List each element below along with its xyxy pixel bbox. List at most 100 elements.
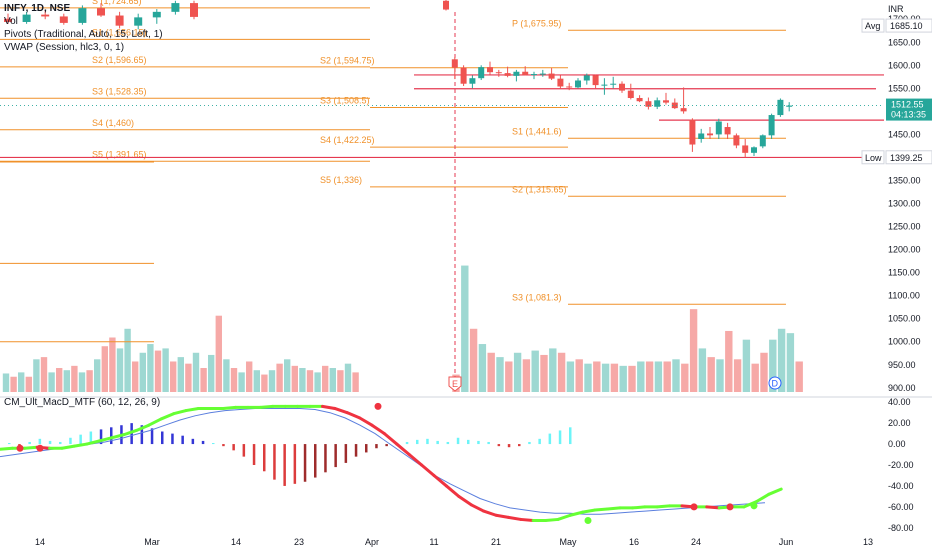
macd-histogram-bar (181, 435, 184, 445)
volume-bar (2, 373, 10, 392)
candle-body (768, 115, 775, 136)
candle-body (190, 3, 198, 17)
macd-line-segment (147, 417, 163, 427)
price-tick-label: 900.00 (888, 383, 916, 393)
candle-body (487, 67, 493, 73)
volume-bar (71, 365, 78, 392)
macd-title[interactable]: CM_Ult_MacD_MTF (60, 12, 26, 9) (4, 397, 161, 408)
current-price-badge (886, 98, 932, 121)
volume-bar (689, 309, 698, 392)
macd-histogram-bar (569, 427, 572, 445)
countdown-value: 04:13:35 (891, 110, 926, 120)
macd-cross-dot (36, 444, 44, 452)
candle-body (627, 90, 634, 98)
volume-bar (742, 339, 751, 392)
macd-histogram-bar (8, 443, 11, 445)
macd-histogram-bar (324, 444, 327, 473)
macd-line-segment (370, 423, 386, 436)
time-tick-label: 23 (294, 537, 304, 547)
volume-bar (786, 333, 795, 392)
candle-body (495, 72, 502, 74)
candle-body (786, 105, 793, 107)
volume-bar (487, 352, 495, 392)
macd-histogram-bar (426, 438, 429, 445)
candle-body (724, 127, 731, 135)
candle-body (654, 100, 661, 107)
volume-bar (329, 368, 336, 392)
candle-body (504, 73, 511, 76)
candle-body (478, 67, 485, 79)
macd-histogram-bar (314, 444, 317, 478)
macd-line-segment (134, 423, 151, 432)
candle-body (619, 83, 625, 91)
macd-histogram-bar (99, 429, 103, 445)
macd-line-segment (705, 505, 721, 510)
volume-bar (33, 359, 40, 392)
volume-bar (478, 344, 487, 392)
macd-histogram-bar (528, 441, 531, 445)
volume-bar (154, 350, 162, 392)
chart-legend: INFY, 1D, NSE Vol Pivots (Traditional, A… (4, 2, 163, 54)
horizontal-lines[interactable] (0, 12, 884, 378)
macd-line-segment (345, 411, 362, 420)
pivot-label: S3 (1,081.3) (512, 292, 562, 302)
time-tick-label: 11 (429, 537, 438, 547)
price-tick-label: 1100.00 (888, 291, 920, 301)
volume-bar (215, 315, 222, 392)
volume-bar (306, 370, 314, 392)
macd-histogram-bar (365, 444, 368, 453)
pivot-label: S1 (1,441.6) (512, 126, 562, 136)
price-tick-label: 1350.00 (888, 175, 921, 185)
volume-bar (610, 363, 619, 392)
candle-body (671, 102, 678, 109)
macd-tick-label: -20.00 (888, 460, 914, 470)
macd-line-segment (556, 513, 572, 521)
badge-label: Low (865, 153, 882, 163)
macd-tick-label: 0.00 (888, 439, 906, 449)
volume-bar (139, 352, 146, 392)
legend-symbol[interactable]: INFY, 1D, NSE (4, 3, 71, 14)
current-price-value: 1512.55 (891, 100, 924, 110)
macd-histogram-bar (497, 444, 501, 447)
volume-bar (268, 370, 276, 392)
volume-bar (101, 346, 108, 392)
macd-line-segment (72, 442, 89, 448)
macd-line-segment (754, 492, 771, 504)
earnings-marker: E (448, 376, 462, 392)
macd-histogram-bar (110, 427, 113, 445)
volume-bar (86, 370, 93, 392)
volume-bar (344, 363, 352, 392)
volume-bar (777, 328, 786, 392)
volume-bar (637, 361, 645, 392)
candle-body (566, 86, 573, 88)
macd-histogram-bar (69, 437, 72, 445)
macd-histogram-bar (283, 444, 286, 486)
volume-bar (557, 352, 566, 392)
volume-bar (40, 357, 48, 392)
macd-cross-dot (690, 503, 698, 511)
price-tick-label: 950.00 (888, 360, 916, 370)
legend-vwap[interactable]: VWAP (Session, hlc3, 0, 1) (4, 42, 125, 53)
candle-body (22, 14, 31, 22)
volume-bar (751, 363, 759, 392)
price-badge (885, 18, 932, 33)
macd-signal-line (0, 408, 766, 515)
volume-bar (192, 352, 200, 392)
macd-line-segment (606, 506, 622, 511)
macd-histogram-bar (344, 444, 348, 463)
candle-body (583, 75, 590, 81)
dividend-label: D (772, 379, 779, 389)
earnings-label: E (452, 379, 458, 389)
legend-pivots[interactable]: Pivots (Traditional, Auto, 15, Left, 1) (4, 29, 163, 40)
macd-line-segment (568, 510, 585, 517)
macd-line-segment (395, 442, 411, 457)
macd-line-segment (85, 439, 101, 446)
volume-bar (18, 372, 25, 392)
macd-histogram-bar (252, 444, 256, 465)
macd-histogram-bar (79, 434, 82, 445)
legend-vol[interactable]: Vol (4, 16, 18, 27)
macd-histogram-bar (273, 444, 276, 480)
axes: 1700.001650.001600.001550.001500.001450.… (0, 4, 932, 547)
pivot-label: S3 (1,508.5) (320, 95, 370, 105)
